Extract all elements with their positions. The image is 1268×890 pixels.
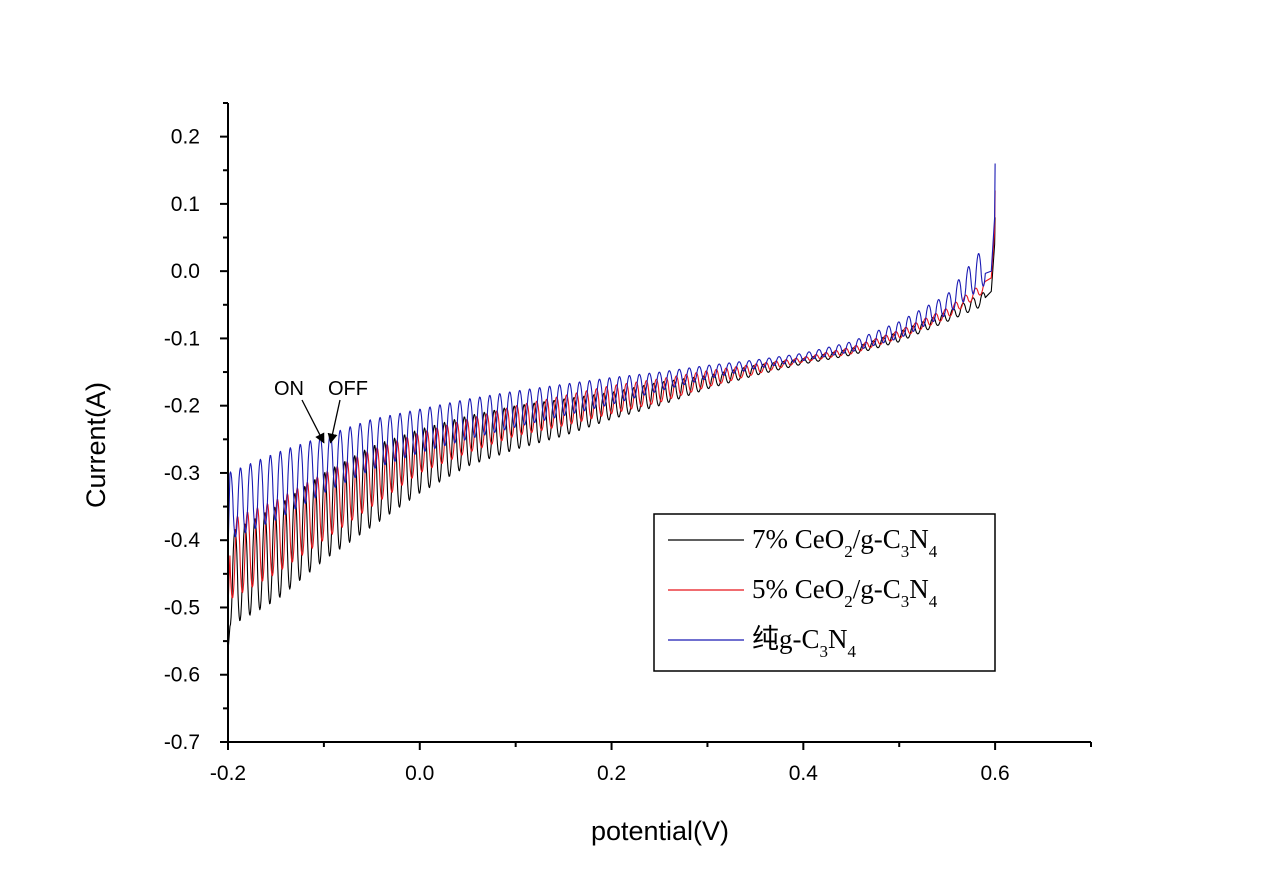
legend-subscript: 3 <box>820 642 829 661</box>
legend-subscript: 4 <box>929 592 938 611</box>
axes <box>227 103 1091 743</box>
legend-text-part: 7% CeO <box>752 524 844 554</box>
annotations: ON OFF <box>274 378 368 444</box>
legend-item: 纯g-C3N4 <box>668 624 857 661</box>
y-tick-label: 0.2 <box>171 126 200 149</box>
legend-subscript: 4 <box>848 642 857 661</box>
legend-text-part: N <box>909 524 929 554</box>
legend-subscript: 4 <box>929 542 938 561</box>
x-tick-label: 0.4 <box>789 762 819 785</box>
legend-text-part: N <box>909 574 929 604</box>
y-tick-label: -0.7 <box>164 731 200 754</box>
x-tick-label: 0.0 <box>405 762 434 785</box>
annotation-on-arrow <box>301 399 325 444</box>
legend-label: 7% CeO2/g-C3N4 <box>752 524 938 561</box>
series-layer <box>228 163 996 652</box>
series-line-2 <box>228 163 996 554</box>
tick-labels: -0.2 0.0 0.2 0.4 0.6 0.2 0.1 0.0 -0.1 -0.2 -0.3 -0.… <box>164 126 1010 785</box>
x-tick-label: 0.2 <box>597 762 626 785</box>
legend-subscript: 3 <box>901 542 910 561</box>
annotation-off-arrow <box>327 399 341 444</box>
y-tick-label: -0.1 <box>164 327 200 350</box>
x-tick-label: -0.2 <box>210 762 246 785</box>
y-tick-label: -0.6 <box>164 664 200 687</box>
y-tick-label: -0.2 <box>164 395 200 418</box>
y-tick-label: -0.5 <box>164 596 200 619</box>
y-tick-label: 0.0 <box>171 260 200 283</box>
y-tick-label: -0.3 <box>164 462 200 485</box>
legend-text-part: 5% CeO <box>752 574 844 604</box>
x-axis-title: potential(V) <box>591 816 729 846</box>
legend-text-part: /g-C <box>853 574 901 604</box>
annotation-on-label: ON <box>274 378 304 400</box>
y-axis-title: Current(A) <box>81 382 111 508</box>
legend-subscript: 3 <box>901 592 910 611</box>
legend-text-part: 纯g-C <box>752 624 820 654</box>
x-tick-label: 0.6 <box>981 762 1010 785</box>
legend-text-part: N <box>828 624 848 654</box>
legend-item: 7% CeO2/g-C3N4 <box>668 524 938 561</box>
legend-subscript: 2 <box>844 592 853 611</box>
legend-text-part: /g-C <box>853 524 901 554</box>
legend-label: 纯g-C3N4 <box>752 624 857 661</box>
annotation-off-label: OFF <box>328 378 368 400</box>
legend-label: 5% CeO2/g-C3N4 <box>752 574 938 611</box>
y-tick-label: -0.4 <box>164 529 201 552</box>
series-line-1 <box>228 190 996 608</box>
y-tick-label: 0.1 <box>171 193 200 216</box>
legend-subscript: 2 <box>844 542 853 561</box>
tick-marks <box>220 102 1092 750</box>
legend-item: 5% CeO2/g-C3N4 <box>668 574 938 611</box>
